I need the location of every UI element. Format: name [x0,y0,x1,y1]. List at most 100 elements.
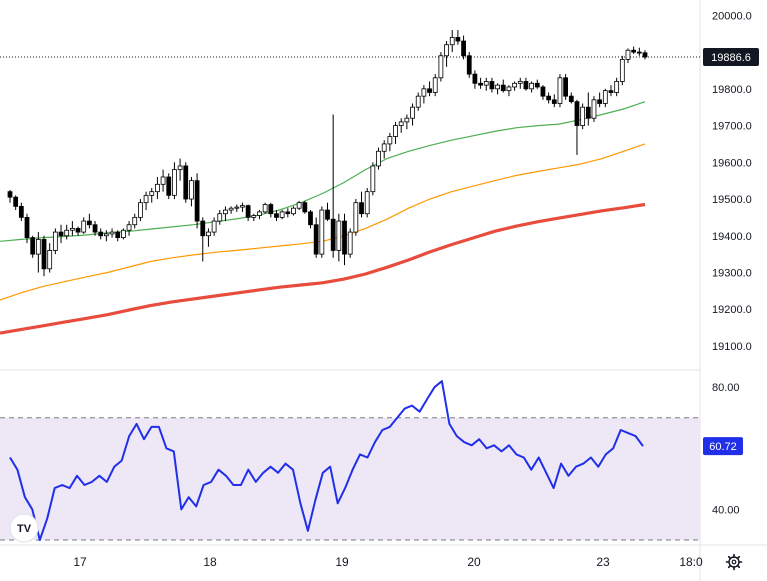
candle [64,224,70,240]
candle [563,74,569,100]
candle-body [251,215,257,218]
candle-body [563,77,569,97]
candle-body [421,88,427,97]
candle-body [438,55,444,79]
candle-body [109,231,115,235]
candle [228,206,234,214]
candle [308,210,313,229]
candle [52,228,58,255]
candle-body [517,81,523,84]
candle-body [149,191,155,196]
candle [472,70,478,89]
rsi-tick-label: 80.00 [712,382,740,394]
candle [274,210,279,222]
candle [421,85,427,104]
candle [132,213,138,229]
candle [614,77,620,97]
candle-body [274,213,279,218]
candle [455,30,461,45]
candle [138,199,143,222]
candle-body [245,205,251,218]
candle-body [234,206,240,209]
time-tick-label: 23 [596,555,610,569]
rsi-band-fill [0,417,700,540]
candle [342,213,347,266]
candle [551,94,557,108]
candle [353,199,359,236]
candle [166,173,172,200]
candle [478,77,483,89]
candle [245,204,251,222]
candle [529,81,534,93]
candle [251,213,257,222]
gear-icon[interactable] [725,553,743,571]
candle [512,81,517,91]
candle-body [35,239,41,255]
candle-body [155,183,160,193]
candle [69,221,75,236]
candle [506,85,512,97]
candle-body [415,95,421,108]
candle [183,162,189,203]
candle [30,235,36,258]
logo-text: TV [17,523,32,535]
candle-body [432,77,438,93]
rsi-band [0,417,700,541]
candle-body [41,239,47,270]
candle [302,200,308,214]
candle-body [228,207,234,211]
candle [410,103,415,126]
candle-body [427,88,432,93]
candle [121,228,126,240]
candle-body [342,220,347,255]
candle-body [381,143,387,152]
candle [149,188,155,203]
candle [240,202,245,212]
candle [330,114,336,258]
price-tick-label: 19200.0 [712,304,752,316]
candle-body [143,194,149,204]
candle-body [410,106,415,119]
candle [489,77,495,93]
candle-body [126,224,132,231]
candle-body [138,202,143,218]
candle-body [631,49,637,53]
candle [625,48,631,64]
candle-body [172,169,177,196]
candle-body [557,77,563,104]
candle-body [608,90,614,93]
candle [449,30,455,53]
price-tick-label: 19300.0 [712,267,752,279]
candle-body [523,81,529,90]
time-tick-label: 20 [467,555,481,569]
candle [41,235,47,277]
rsi-axis[interactable]: 40.00 80.00 [712,382,740,516]
candle [160,169,166,192]
candle-body [13,196,19,207]
tradingview-logo[interactable]: TV [9,513,39,543]
candle-body [166,176,172,196]
candle [370,162,376,196]
price-tick-label: 19400.0 [712,231,752,243]
candle-body [302,202,308,213]
candle-body [86,220,92,226]
candle-body [336,220,342,251]
candle-body [308,211,313,226]
candle-body [64,229,70,237]
candle [189,176,194,207]
time-axis[interactable]: 17 18 19 20 23 18:0 [73,555,703,569]
candle [268,202,274,218]
candle [591,96,597,122]
candle [546,92,552,104]
candle [415,92,421,111]
candle [194,173,200,229]
candle-body [370,165,376,193]
candle [404,114,410,130]
candle-body [551,99,557,104]
candle [177,158,183,181]
candle [24,213,30,244]
candle-body [478,82,483,86]
candle [636,47,642,56]
candle-body [75,228,81,233]
candle-body [98,231,104,237]
